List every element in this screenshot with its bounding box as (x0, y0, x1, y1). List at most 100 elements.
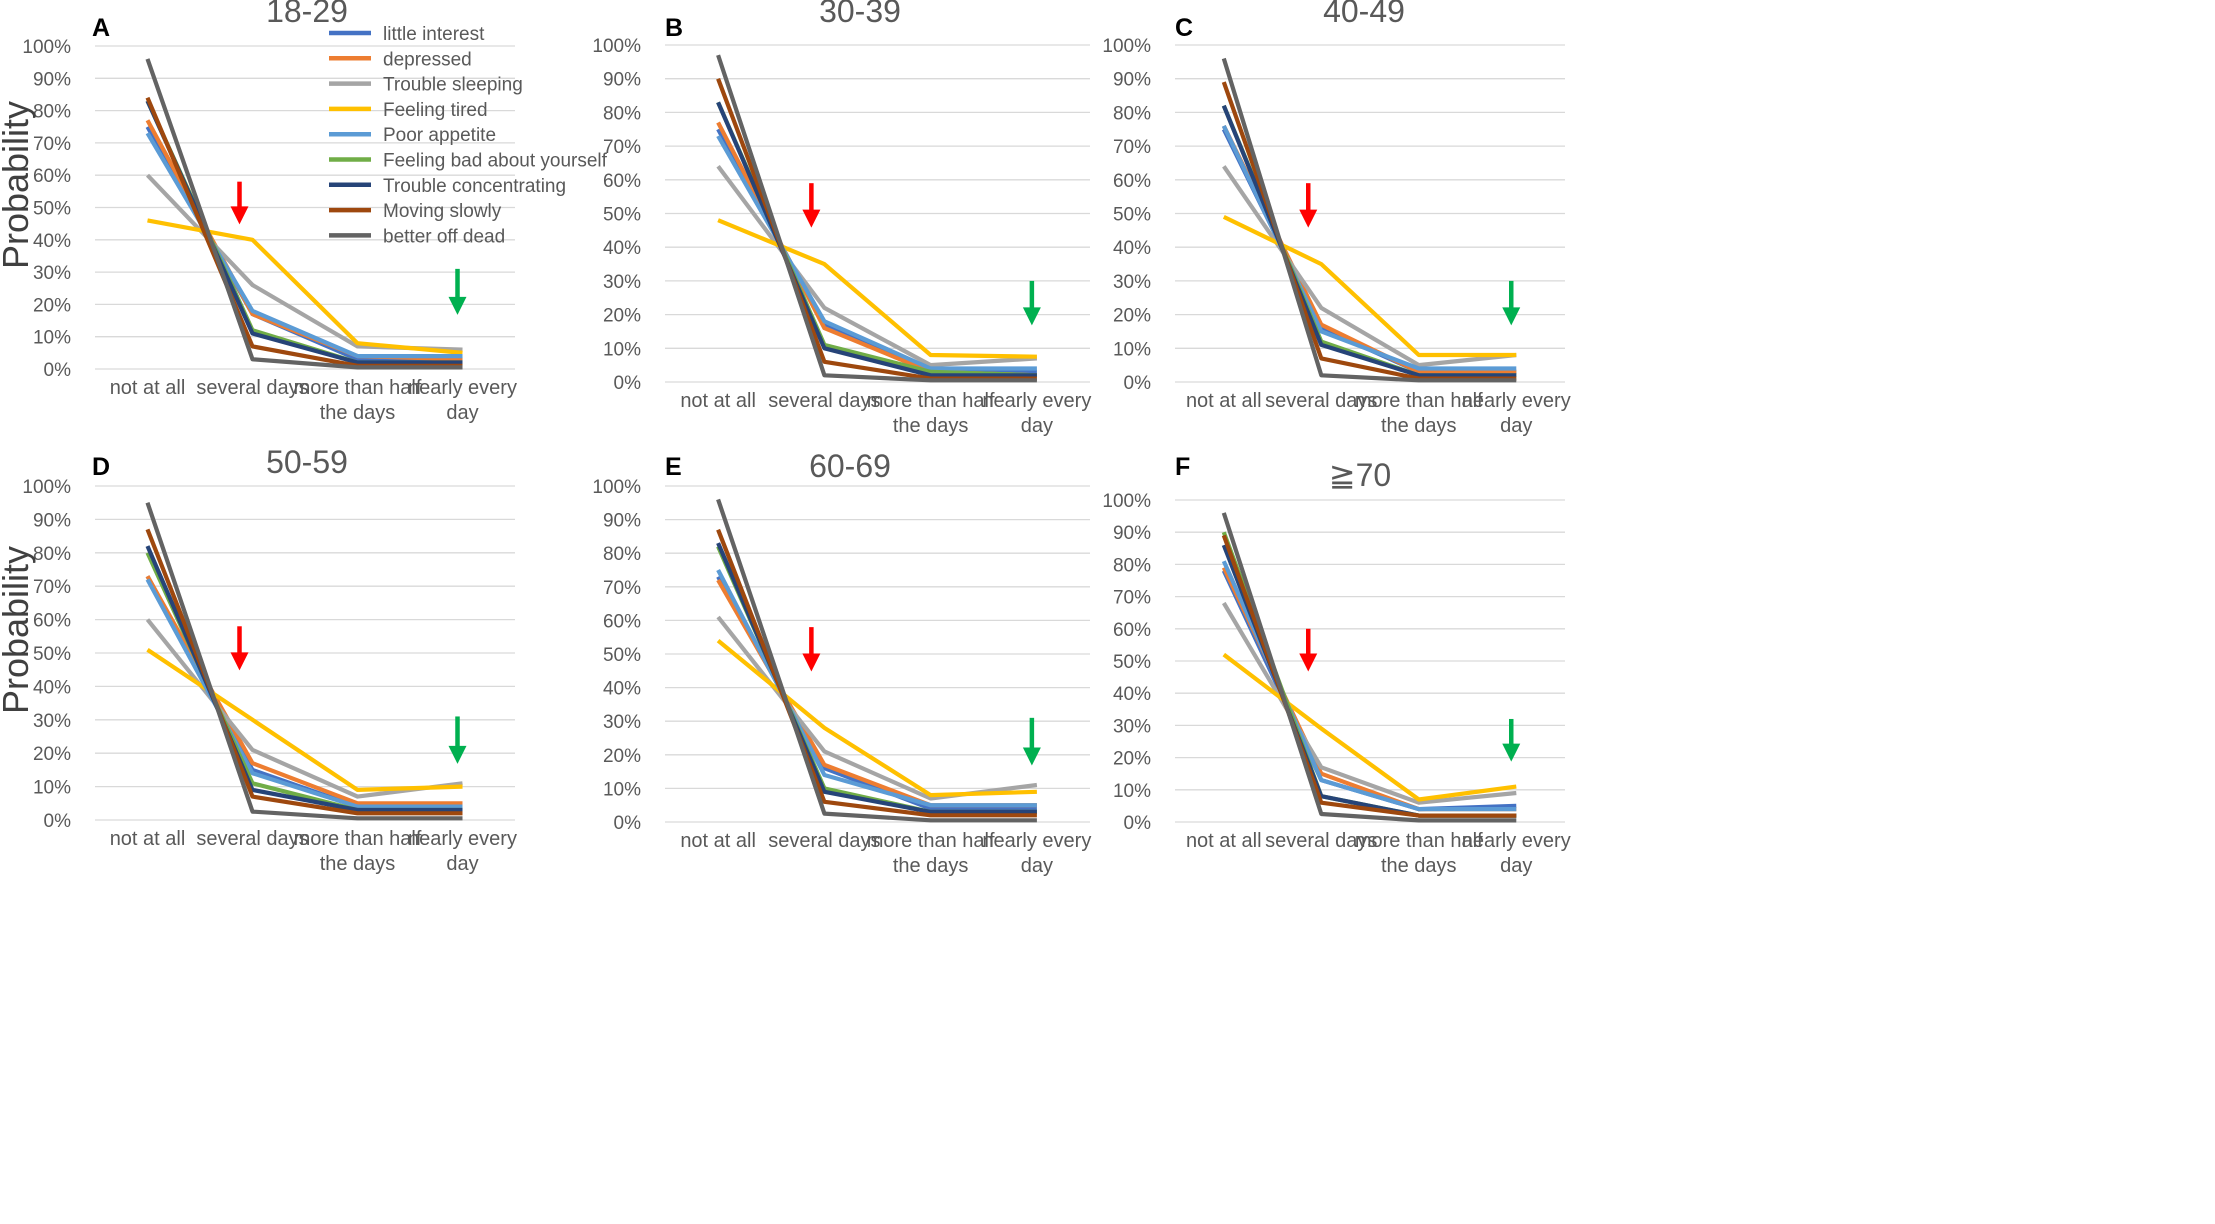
series-line-feeling-tired (1222, 652, 1517, 802)
x-tick-label: more than half the days (294, 377, 422, 424)
x-tick-label-line: several days (196, 828, 308, 850)
series-line-trouble-sleeping (1221, 601, 1517, 805)
chart-panel-f: 0% 10% 20% 30% 40% 50% 60% 70% 80% 90% 100% not at … (1102, 453, 1570, 877)
series-line-feeling-tired (717, 218, 1037, 359)
y-tick-label: 0% (44, 811, 72, 832)
x-tick-label: more than half the days (294, 828, 422, 875)
x-tick-label-line: not at all (110, 828, 186, 850)
green-arrow-head (448, 296, 467, 315)
y-tick-label: 40% (33, 231, 71, 252)
y-tick-label: 30% (603, 272, 641, 293)
x-tick-label: nearly every day (408, 828, 517, 875)
y-tick-label: 40% (603, 238, 641, 259)
x-tick-label: not at all (1186, 390, 1262, 412)
chart-panel-e: 0% 10% 20% 30% 40% 50% 60% 70% 80% 90% 100% not at … (592, 448, 1091, 877)
y-tick-label: 100% (1102, 36, 1151, 57)
y-tick-label: 90% (33, 510, 71, 531)
x-tick-label-line: more than half (867, 390, 995, 412)
series-line-trouble-sleeping (716, 165, 1038, 368)
y-tick-label: 10% (33, 778, 71, 799)
y-tick-label: 40% (33, 677, 71, 698)
y-tick-label: 80% (1113, 555, 1151, 576)
x-tick-label: several days (196, 828, 308, 850)
green-arrow-head (1502, 743, 1521, 762)
x-tick-label-line: day (1500, 415, 1532, 437)
x-tick-label-line: more than half (1355, 830, 1483, 852)
legend-label: Moving slowly (383, 201, 502, 222)
y-tick-label: 60% (33, 166, 71, 187)
x-tick-label-line: more than half (294, 377, 422, 399)
y-tick-label: 40% (603, 679, 641, 700)
y-tick-label: 0% (44, 360, 72, 381)
green-arrow-head (1022, 747, 1041, 766)
green-arrow-head (1502, 307, 1521, 326)
y-tick-label: 90% (603, 511, 641, 532)
x-tick-label-line: the days (893, 855, 969, 877)
y-tick-label: 50% (1113, 205, 1151, 226)
y-tick-label: 70% (1113, 137, 1151, 158)
panel-letter: C (1175, 14, 1193, 42)
x-tick-label-line: day (1021, 855, 1053, 877)
series-line-better-off-dead (145, 58, 463, 370)
x-tick-label-line: day (1500, 855, 1532, 877)
series-line-feeling-tired (1222, 215, 1517, 358)
red-arrow-head (1299, 653, 1318, 672)
panel-title: 30-39 (819, 0, 901, 29)
y-tick-label: 50% (603, 205, 641, 226)
x-tick-label-line: the days (320, 402, 396, 424)
y-tick-label: 30% (1113, 716, 1151, 737)
y-tick-label: 10% (33, 328, 71, 349)
y-tick-label: 80% (1113, 103, 1151, 124)
y-tick-label: 30% (603, 712, 641, 733)
y-tick-label: 0% (1124, 813, 1152, 834)
y-tick-label: 100% (592, 36, 641, 57)
x-tick-label-line: nearly every (982, 830, 1091, 852)
x-tick-label: several days (1265, 830, 1377, 852)
legend-label: Feeling bad about yourself (383, 151, 608, 172)
series-line-better-off-dead (145, 502, 463, 821)
y-tick-label: 70% (33, 577, 71, 598)
x-tick-label-line: not at all (1186, 390, 1262, 412)
y-axis-label: Probability (0, 546, 36, 714)
legend: little interest depressed Trouble sleeping… (329, 24, 608, 247)
legend-label: depressed (383, 49, 472, 70)
series-line-feeling-tired (147, 218, 463, 355)
y-tick-label: 10% (1113, 781, 1151, 802)
series-line-depressed (145, 575, 463, 806)
series-line-better-off-dead (1221, 512, 1517, 823)
red-arrow-head (1299, 209, 1318, 228)
panel-title: 40-49 (1323, 0, 1405, 29)
y-tick-label: 20% (33, 295, 71, 316)
y-tick-label: 70% (603, 578, 641, 599)
y-tick-label: 80% (33, 102, 71, 123)
x-tick-label: several days (1265, 390, 1377, 412)
y-tick-label: 50% (33, 199, 71, 220)
y-tick-label: 60% (603, 611, 641, 632)
panel-letter: F (1175, 453, 1190, 481)
y-tick-label: 60% (33, 611, 71, 632)
x-tick-label-line: nearly every (982, 390, 1091, 412)
y-tick-label: 40% (1113, 684, 1151, 705)
y-tick-label: 30% (1113, 272, 1151, 293)
panel-letter: E (665, 453, 682, 481)
y-tick-label: 100% (22, 37, 71, 58)
series-line-trouble-sleeping (1222, 165, 1517, 368)
x-tick-label-line: several days (768, 830, 880, 852)
x-tick-label-line: several days (1265, 390, 1377, 412)
y-tick-label: 70% (1113, 588, 1151, 609)
y-tick-label: 90% (1113, 523, 1151, 544)
x-tick-label: more than half the days (1355, 830, 1483, 877)
x-tick-label-line: nearly every (408, 828, 517, 850)
series-line-feeling-tired (146, 647, 463, 793)
panel-letter: D (92, 453, 110, 481)
x-tick-label-line: not at all (1186, 830, 1262, 852)
x-tick-label: nearly every day (1462, 830, 1571, 877)
x-tick-label: more than half the days (867, 390, 995, 437)
x-tick-label-line: nearly every (408, 377, 517, 399)
x-tick-label-line: day (446, 853, 478, 875)
series-line-better-off-dead (1221, 57, 1517, 383)
y-tick-label: 50% (1113, 652, 1151, 673)
x-tick-label: more than half the days (867, 830, 995, 877)
y-tick-label: 10% (1113, 339, 1151, 360)
x-tick-label-line: the days (320, 853, 396, 875)
